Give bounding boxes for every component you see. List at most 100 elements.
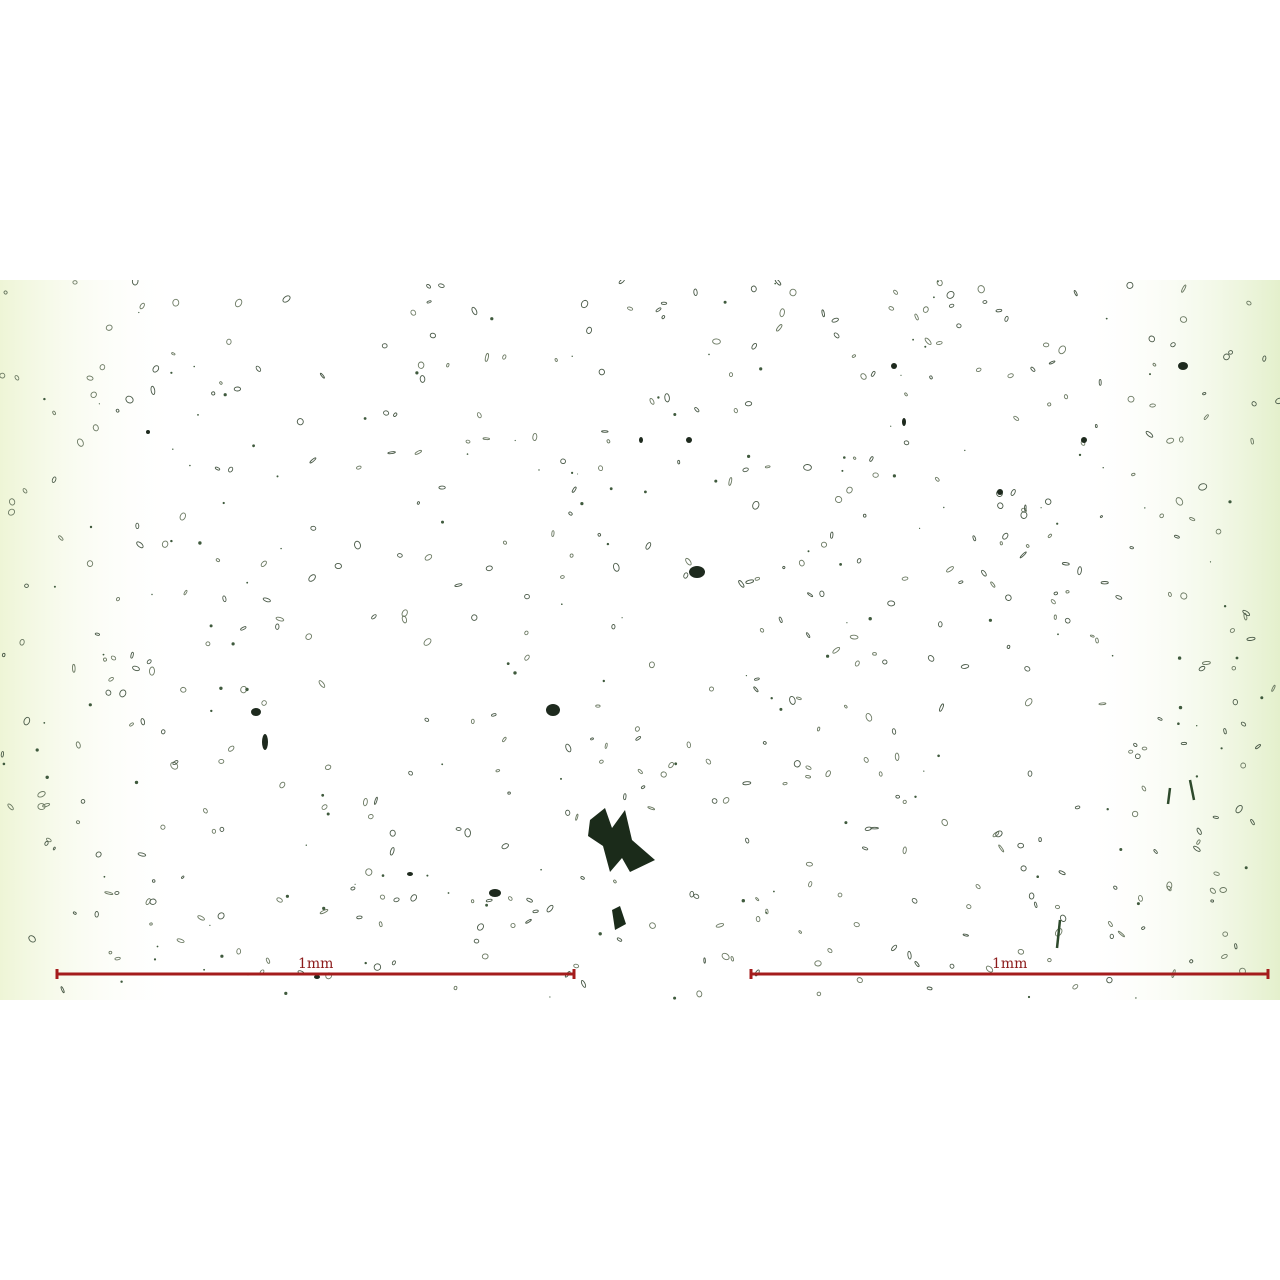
grain (814, 960, 822, 967)
speck (138, 311, 140, 314)
grain (172, 760, 179, 766)
speck (774, 282, 776, 285)
speck (1260, 696, 1264, 700)
grain (601, 430, 609, 433)
grain (45, 837, 52, 843)
grain (132, 665, 140, 672)
speck (571, 355, 573, 357)
grain (712, 338, 721, 345)
speck (89, 525, 93, 529)
grain (904, 392, 908, 397)
grain (234, 298, 243, 308)
grain (827, 948, 833, 954)
grain (762, 741, 767, 745)
grain (131, 280, 139, 286)
speck (220, 954, 224, 958)
grain (473, 938, 480, 944)
grain (262, 597, 271, 603)
speck (890, 425, 892, 427)
grain (833, 332, 840, 339)
grain (114, 956, 121, 961)
grain (1271, 684, 1276, 692)
grain (310, 525, 317, 531)
grain (455, 827, 462, 831)
grain (805, 861, 813, 867)
grain (1113, 885, 1118, 890)
grain (635, 736, 642, 741)
grain (501, 843, 509, 850)
grain (454, 583, 463, 587)
grain (891, 728, 897, 735)
speck (943, 506, 945, 509)
grain (172, 298, 180, 307)
speck (1195, 775, 1199, 778)
grain (383, 410, 390, 416)
grain (1019, 551, 1027, 559)
speck (1119, 848, 1123, 851)
grain (936, 280, 943, 287)
speck (1177, 656, 1182, 660)
grain (1131, 810, 1139, 818)
grain (477, 923, 484, 931)
grain (86, 560, 94, 567)
grain (76, 438, 84, 447)
grain (426, 284, 432, 289)
dark-inclusion (1178, 362, 1188, 370)
grain (1028, 892, 1035, 900)
grain (960, 664, 970, 669)
grain (728, 372, 734, 377)
grain (1038, 837, 1042, 843)
grain (627, 306, 634, 311)
grain (569, 553, 574, 558)
grain (324, 764, 332, 771)
grain (75, 820, 81, 825)
grain (260, 560, 267, 567)
grain (1053, 591, 1059, 596)
grain (1004, 315, 1009, 322)
grain (774, 280, 782, 286)
grain (495, 769, 501, 773)
grain (1166, 881, 1173, 890)
speck (549, 996, 551, 998)
grain (1042, 342, 1050, 348)
grain (1201, 661, 1211, 665)
dark-inclusion (1081, 437, 1087, 443)
grain (305, 633, 313, 641)
grain (0, 751, 5, 758)
speck (485, 903, 488, 907)
grain (744, 401, 753, 407)
grain (1050, 599, 1056, 605)
grain (1047, 958, 1052, 963)
grain (1242, 609, 1251, 617)
streak (1055, 919, 1062, 949)
grain (1027, 770, 1033, 777)
grain (995, 308, 1003, 313)
grain (1072, 984, 1079, 990)
grain (105, 324, 113, 331)
grain (778, 616, 783, 623)
grain (226, 338, 232, 345)
grain (72, 663, 76, 673)
grain (586, 326, 593, 334)
speck (219, 686, 223, 690)
speck (153, 958, 157, 961)
speck (1196, 725, 1198, 727)
grain (1141, 746, 1148, 751)
grain (3, 290, 8, 295)
grain (1129, 546, 1134, 550)
grain (611, 624, 616, 630)
grain (391, 960, 396, 966)
grain (891, 944, 898, 952)
grain (179, 512, 186, 521)
speck (673, 996, 677, 1000)
dark-inclusion (407, 872, 413, 876)
grain (580, 876, 585, 880)
grain (1005, 594, 1012, 601)
speck (245, 687, 249, 692)
grain (426, 300, 432, 304)
speck (1040, 507, 1042, 509)
speck (846, 622, 848, 624)
grain (1017, 949, 1025, 955)
grain (752, 500, 760, 510)
